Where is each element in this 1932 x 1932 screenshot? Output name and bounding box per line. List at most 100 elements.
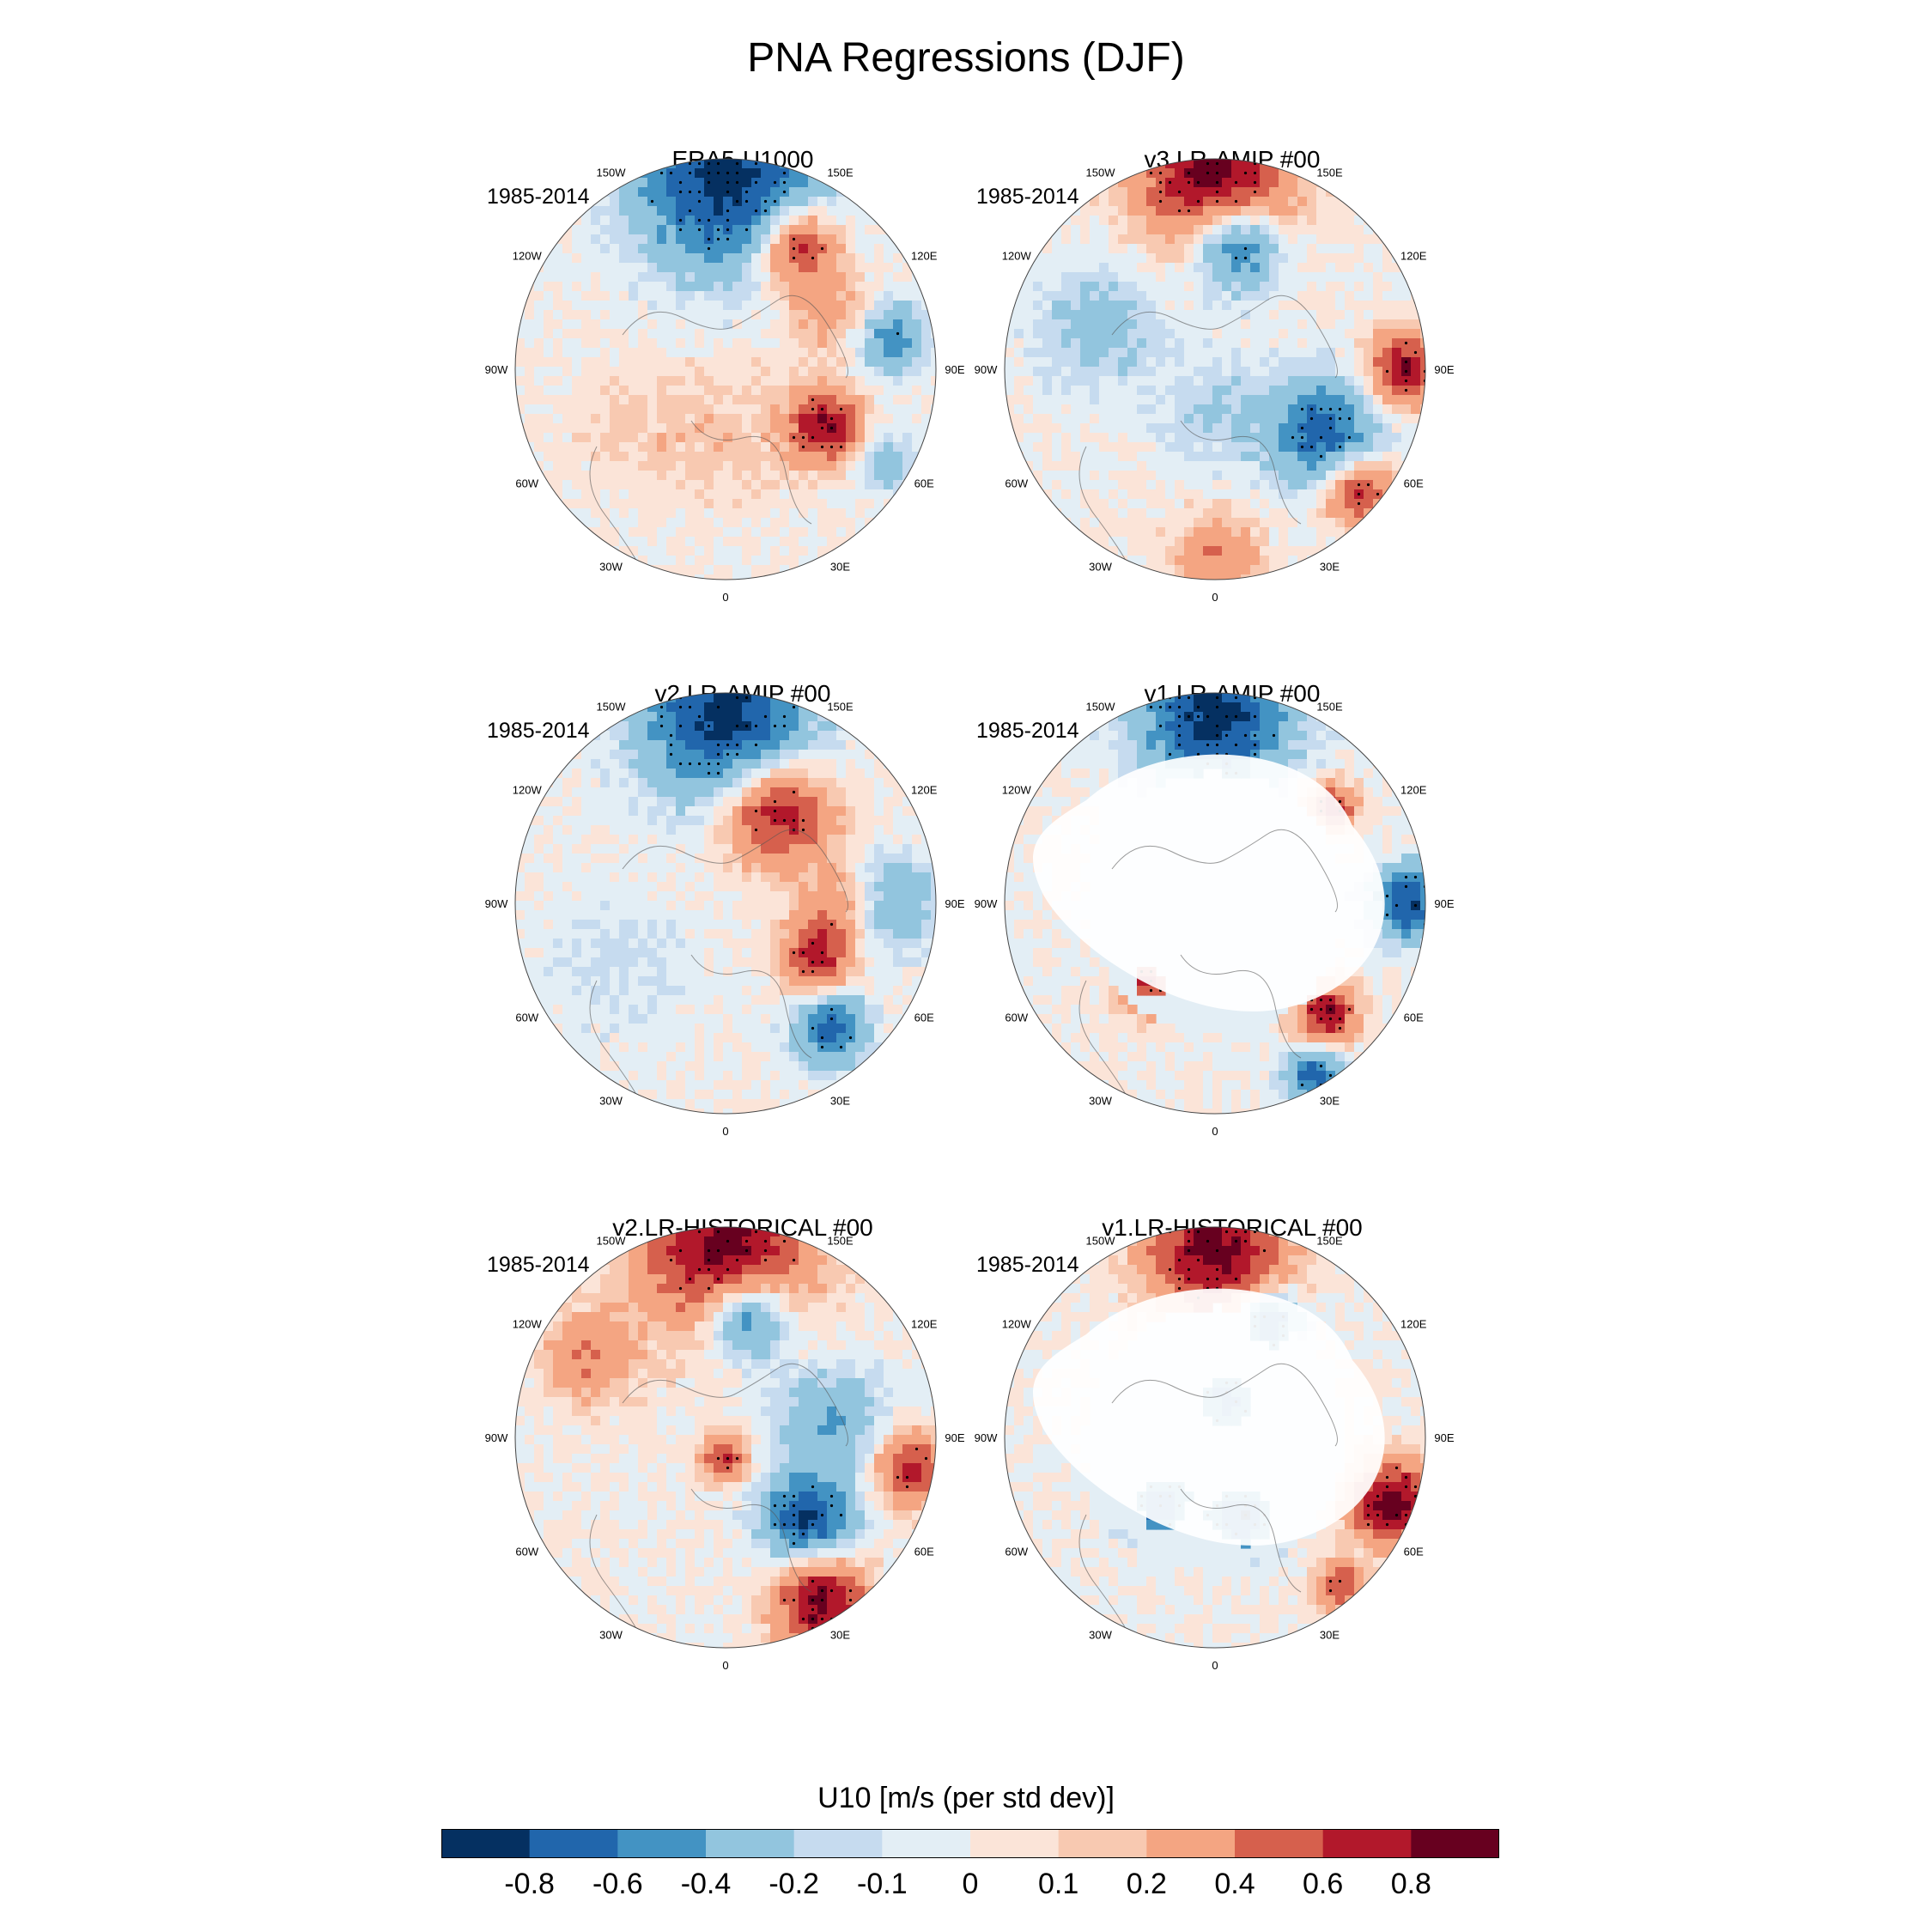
longitude-label: 120E [911,784,938,797]
field-cells [1005,693,1425,1114]
longitude-label: 90W [485,1431,508,1444]
colorbar-swatch [529,1829,618,1858]
polar-map: 180 150E 120E 90E 60E 30E 0 30W 60W 90W 120W 150W [485,680,965,1138]
longitude-label: 60E [914,1546,934,1558]
coastline [1078,829,1338,1102]
longitude-label: 150W [597,1235,627,1248]
longitude-label: 150E [1316,701,1343,714]
longitude-label: 150W [1086,1235,1116,1248]
coastline [1078,295,1338,568]
longitude-label: 120E [1400,784,1427,797]
map-panel: v2.LR-AMIP #001985-2014180150E120E90E60E… [485,680,1000,1161]
longitude-label: 60W [1005,477,1028,490]
longitude-label: 30W [1089,1628,1112,1641]
longitude-label: 150W [1086,701,1116,714]
colorbar-swatch [1146,1829,1236,1858]
coastline [589,295,848,568]
longitude-label: 120W [1002,250,1032,263]
longitude-label: 90E [945,363,964,376]
longitude-label: 60E [1404,1012,1424,1024]
longitude-label: 120W [1002,1318,1032,1331]
colorbar-tick-label: -0.8 [504,1868,555,1900]
colorbar-swatch [1411,1829,1499,1858]
longitude-label: 30W [599,1094,623,1107]
longitude-label: 120W [1002,784,1032,797]
panel-period: 1985-2014 [487,185,590,209]
longitude-label: 60E [1404,477,1424,490]
longitude-label: 30E [1320,560,1340,573]
colorbar-title: U10 [m/s (per std dev)] [817,1782,1115,1814]
longitude-label: 30E [830,1094,850,1107]
colorbar-tick-label: -0.1 [857,1868,908,1900]
longitude-label: 90W [975,897,998,910]
longitude-label: 30W [1089,560,1112,573]
longitude-label: 90E [945,1431,964,1444]
longitude-label: 60W [1005,1012,1028,1024]
longitude-label: 0 [722,1125,728,1138]
longitude-label: 180 [716,146,735,149]
longitude-label: 90W [485,363,508,376]
longitude-label: 30W [1089,1094,1112,1107]
longitude-label: 120W [513,1318,543,1331]
colorbar-swatch [882,1829,971,1858]
longitude-label: 150E [1316,1235,1343,1248]
longitude-label: 150E [827,701,854,714]
longitude-label: 150W [597,167,627,179]
panel-period: 1985-2014 [976,719,1079,743]
longitude-label: 0 [1212,1125,1218,1138]
longitude-label: 60E [914,1012,934,1024]
colorbar-swatch [970,1829,1060,1858]
polar-map: 180 150E 120E 90E 60E 30E 0 30W 60W 90W 120W 150W [485,146,965,604]
field-cells [1005,159,1425,580]
coastline [589,829,848,1102]
longitude-label: 60W [515,477,538,490]
longitude-label: 60W [1005,1546,1028,1558]
longitude-label: 150W [1086,167,1116,179]
longitude-label: 120E [1400,1318,1427,1331]
colorbar-swatch [1058,1829,1147,1858]
colorbar-swatch [1322,1829,1412,1858]
field-cells [515,159,936,580]
longitude-label: 30W [599,560,623,573]
map-panel: v1.LR-AMIP #001985-2014180150E120E90E60E… [975,680,1490,1161]
map-boundary [1004,692,1426,1115]
colorbar-swatch [617,1829,707,1858]
colorbar-swatch [706,1829,795,1858]
longitude-label: 30E [830,560,850,573]
map-panel: ERA5-U10001985-2014180150E120E90E60E30E0… [485,146,1000,627]
longitude-label: 150E [827,1235,854,1248]
polar-map: 180 150E 120E 90E 60E 30E 0 30W 60W 90W 120W 150W [975,680,1455,1138]
map-boundary [514,1226,937,1649]
coastline [589,1363,848,1636]
longitude-label: 180 [716,680,735,683]
colorbar-tick-label: 0.1 [1038,1868,1079,1900]
panel-period: 1985-2014 [487,1253,590,1277]
longitude-label: 90E [945,897,964,910]
map-boundary [514,158,937,580]
colorbar-tick-label: 0.2 [1126,1868,1167,1900]
longitude-label: 90E [1434,897,1454,910]
longitude-label: 150E [827,167,854,179]
longitude-label: 90E [1434,1431,1454,1444]
longitude-label: 60W [515,1546,538,1558]
colorbar-swatch [1235,1829,1324,1858]
panel-period: 1985-2014 [976,185,1079,209]
longitude-label: 30W [599,1628,623,1641]
longitude-label: 0 [722,1659,728,1672]
panel-period: 1985-2014 [487,719,590,743]
longitude-label: 30E [830,1628,850,1641]
longitude-label: 180 [716,1214,735,1217]
colorbar [441,1829,1499,1858]
colorbar-tick-label: 0.8 [1390,1868,1431,1900]
longitude-label: 120W [513,250,543,263]
colorbar-tick-label: -0.2 [769,1868,819,1900]
longitude-label: 90W [975,1431,998,1444]
longitude-label: 150W [597,701,627,714]
longitude-label: 180 [1206,1214,1224,1217]
longitude-label: 90W [485,897,508,910]
map-boundary [1004,1226,1426,1649]
map-boundary [514,692,937,1115]
longitude-label: 180 [1206,146,1224,149]
longitude-label: 60W [515,1012,538,1024]
field-cells [515,693,936,1114]
